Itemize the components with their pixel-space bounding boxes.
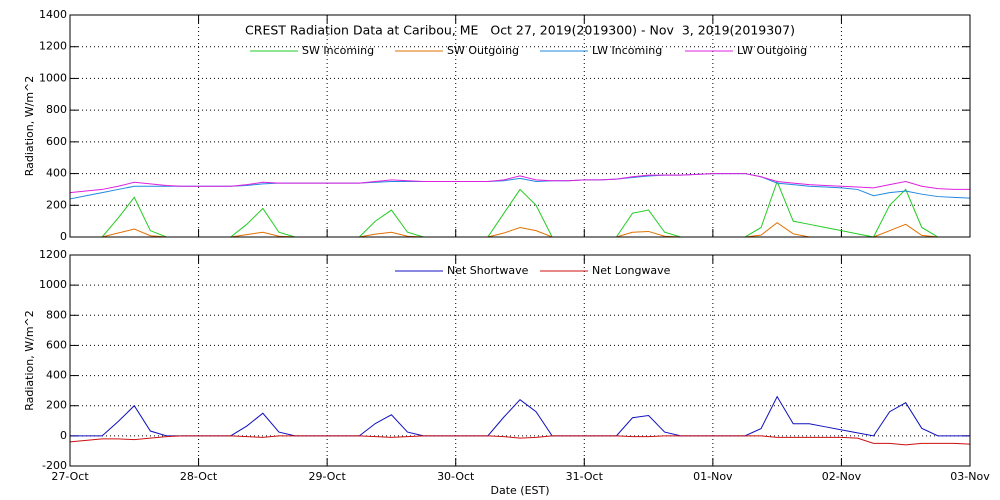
y-axis-label: Radiation, W/m^2 xyxy=(23,76,36,177)
y-tick-label: 0 xyxy=(60,429,67,442)
y-tick-label: 0 xyxy=(60,230,67,243)
x-tick-label: 01-Nov xyxy=(693,470,733,483)
x-axis-label: Date (EST) xyxy=(490,484,549,497)
y-tick-label: 800 xyxy=(46,308,67,321)
series-line xyxy=(69,173,970,194)
x-tick-label: 28-Oct xyxy=(180,470,218,483)
y-tick-label: 800 xyxy=(46,103,67,116)
y-tick-label: 1000 xyxy=(39,71,67,84)
x-tick-label: 03-Nov xyxy=(950,470,990,483)
series-line xyxy=(70,180,970,238)
x-tick-label: 29-Oct xyxy=(308,470,346,483)
y-tick-label: 400 xyxy=(46,369,67,382)
chart-title: CREST Radiation Data at Caribou, ME Oct … xyxy=(245,23,795,38)
y-tick-label: 400 xyxy=(46,167,67,180)
x-tick-label: 02-Nov xyxy=(822,470,862,483)
legend-label: SW Incoming xyxy=(302,44,374,57)
series-line xyxy=(70,395,970,437)
x-tick-label: 30-Oct xyxy=(437,470,475,483)
y-tick-label: 600 xyxy=(46,135,67,148)
legend-label: SW Outgoing xyxy=(447,44,519,57)
legend-label: Net Longwave xyxy=(592,264,671,277)
y-tick-label: -200 xyxy=(42,459,67,472)
y-tick-label: 600 xyxy=(46,338,67,351)
y-tick-label: 1400 xyxy=(39,8,67,21)
y-tick-label: 1200 xyxy=(39,248,67,261)
plot-frame xyxy=(69,14,971,238)
legend-label: Net Shortwave xyxy=(447,264,529,277)
y-tick-label: 1200 xyxy=(39,40,67,53)
y-tick-label: 200 xyxy=(46,198,67,211)
legend-label: LW Outgoing xyxy=(737,44,807,57)
legend-label: LW Incoming xyxy=(592,44,662,57)
y-axis-label: Radiation, W/m^2 xyxy=(23,310,36,411)
plot-frame xyxy=(69,254,971,467)
x-tick-label: 27-Oct xyxy=(51,470,89,483)
y-tick-label: 200 xyxy=(46,399,67,412)
x-tick-label: 31-Oct xyxy=(566,470,604,483)
y-tick-label: 1000 xyxy=(39,278,67,291)
series-line xyxy=(69,435,971,446)
